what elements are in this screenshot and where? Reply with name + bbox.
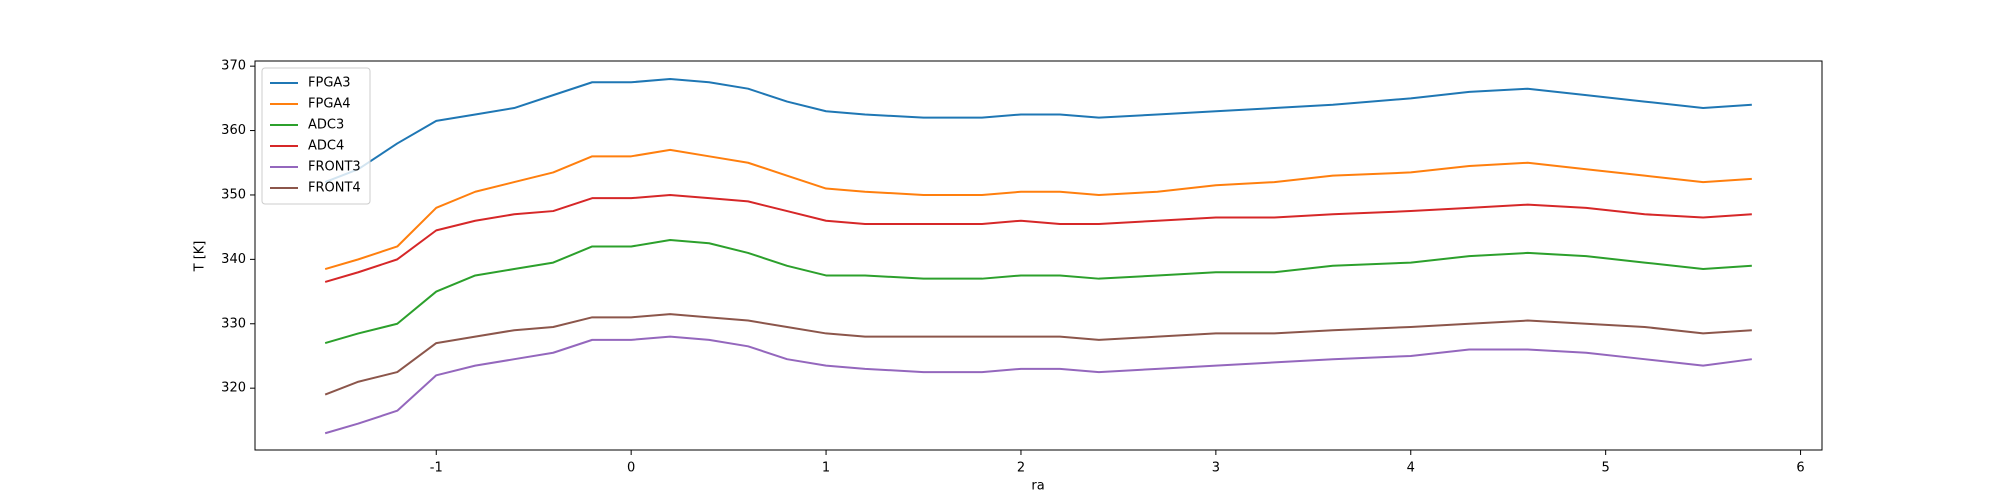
x-tick-label: 3 bbox=[1212, 461, 1220, 476]
legend-label: FRONT3 bbox=[308, 160, 361, 175]
legend-label: FPGA4 bbox=[308, 97, 351, 112]
legend-label: FRONT4 bbox=[308, 181, 361, 196]
x-tick-label: 5 bbox=[1602, 461, 1610, 476]
series-line bbox=[324, 193, 1752, 283]
legend-label: ADC3 bbox=[308, 118, 344, 133]
x-tick-label: 6 bbox=[1796, 461, 1804, 476]
y-tick-label: 350 bbox=[221, 187, 246, 202]
y-tick-label: 330 bbox=[221, 316, 246, 331]
x-tick-label: -1 bbox=[430, 461, 443, 476]
series-line bbox=[324, 239, 1752, 345]
x-tick-label: 0 bbox=[627, 461, 635, 476]
x-tick-label: 2 bbox=[1017, 461, 1025, 476]
x-tick-label: 4 bbox=[1407, 461, 1415, 476]
x-tick-label: 1 bbox=[822, 461, 830, 476]
y-tick-label: 340 bbox=[221, 252, 246, 267]
series-line bbox=[324, 335, 1752, 435]
y-tick-label: 320 bbox=[221, 381, 246, 396]
y-tick-label: 360 bbox=[221, 123, 246, 138]
y-axis-label: T [K] bbox=[193, 241, 208, 273]
series-line bbox=[324, 313, 1752, 396]
legend-box bbox=[261, 67, 371, 205]
series-line bbox=[324, 148, 1752, 270]
legend-label: ADC4 bbox=[308, 139, 344, 154]
series-line bbox=[324, 78, 1752, 184]
y-tick-label: 370 bbox=[221, 59, 246, 74]
plot-frame bbox=[254, 60, 1823, 451]
x-axis-label: ra bbox=[1031, 479, 1044, 494]
legend-label: FPGA3 bbox=[308, 76, 351, 91]
